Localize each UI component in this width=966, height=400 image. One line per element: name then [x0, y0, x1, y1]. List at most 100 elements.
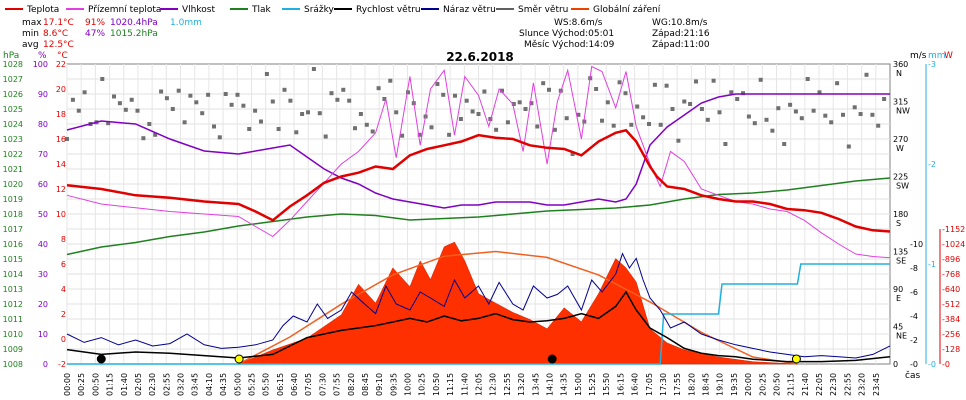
x-tick-label-5: 02:05: [134, 373, 143, 396]
pressure-tick-4: 1024: [3, 120, 23, 129]
x-tick-label-37: 15:25: [588, 373, 597, 396]
x-tick-label-32: 13:20: [517, 373, 526, 396]
x-tick-label-44: 18:20: [687, 373, 696, 396]
wind-direction-point-100: [652, 82, 657, 87]
x-tick-label-38: 15:50: [602, 373, 611, 396]
wind-direction-point-1: [70, 97, 75, 102]
wind-direction-point-20: [182, 120, 187, 125]
wind-direction-point-18: [170, 107, 175, 111]
plot-area: [65, 63, 891, 365]
wind-direction-point-0: [65, 137, 69, 141]
wind-direction-point-47: [341, 87, 346, 92]
pressure-tick-20: 1008: [3, 360, 23, 369]
wind-direction-point-25: [212, 124, 216, 129]
wind-speed-tick-1: -8: [910, 264, 918, 273]
wind-direction-point-9: [117, 101, 122, 106]
stats-min-press: 1015.2hPa: [110, 29, 158, 39]
humidity-tick-8: 20: [38, 300, 48, 309]
wind-dir-label-7: NE: [896, 332, 907, 341]
radiation-tick-9: -0: [942, 360, 950, 369]
series-wind-speed: [66, 290, 891, 363]
wind-direction-point-54: [382, 97, 387, 101]
wind-direction-point-72: [488, 117, 493, 121]
wind-direction-point-132: [841, 112, 845, 117]
x-tick-label-24: 10:00: [404, 373, 413, 396]
pressure-tick-8: 1020: [3, 180, 23, 189]
wind-direction-point-94: [617, 80, 622, 85]
temperature-tick-0: 22: [56, 60, 66, 69]
x-tick-label-7: 02:55: [162, 373, 171, 396]
wind-direction-point-133: [846, 144, 851, 149]
x-tick-label-43: 17:55: [673, 373, 682, 396]
x-tick-label-40: 16:40: [631, 373, 640, 396]
wind-direction-point-17: [164, 96, 169, 101]
wind-direction-point-92: [605, 100, 610, 105]
x-tick-label-27: 11:15: [446, 373, 455, 396]
wind-direction-point-23: [200, 111, 205, 116]
wind-direction-point-76: [511, 102, 516, 106]
wind-direction-point-116: [746, 114, 751, 119]
wind-direction-point-41: [306, 110, 310, 115]
wind-dir-tick-6: 90: [893, 285, 903, 294]
wind-direction-point-44: [323, 134, 328, 139]
info-moon: Měsíc Východ:14:09: [524, 40, 615, 50]
wind-direction-point-15: [153, 132, 158, 137]
x-tick-label-56: 23:20: [858, 373, 867, 396]
wind-direction-point-49: [353, 126, 357, 131]
pressure-tick-2: 1026: [3, 90, 23, 99]
legend-label-7: Směr větru: [518, 5, 568, 15]
wind-dir-tick-2: 270: [893, 135, 908, 144]
x-tick-label-54: 22:30: [829, 373, 838, 396]
pressure-tick-13: 1015: [3, 255, 23, 264]
x-tick-label-21: 08:45: [361, 373, 370, 396]
wind-direction-point-112: [723, 142, 728, 146]
wind-direction-point-139: [882, 97, 887, 101]
x-tick-label-42: 17:30: [659, 373, 668, 396]
wind-direction-point-29: [235, 92, 240, 97]
radiation-tick-2: -896: [942, 255, 960, 264]
x-tick-label-29: 12:05: [475, 373, 484, 396]
wind-direction-point-13: [141, 136, 146, 141]
wind-direction-point-38: [288, 98, 293, 103]
humidity-tick-2: 80: [38, 120, 48, 129]
info-sun-set: Západ:21:16: [652, 29, 710, 39]
wind-direction-point-85: [564, 116, 569, 121]
x-tick-label-45: 18:45: [702, 373, 711, 396]
wind-direction-point-90: [594, 87, 599, 91]
wind-direction-point-48: [347, 98, 352, 103]
wind-direction-point-97: [635, 104, 640, 109]
x-tick-label-41: 17:05: [645, 373, 654, 396]
pressure-tick-7: 1021: [3, 165, 23, 174]
wind-direction-point-52: [370, 129, 375, 134]
wind-dir-tick-7: 45: [893, 323, 903, 332]
wind-direction-point-113: [729, 90, 734, 95]
wind-direction-point-102: [664, 83, 669, 88]
wind-direction-point-71: [482, 89, 487, 94]
x-tick-label-53: 22:05: [815, 373, 824, 396]
pressure-tick-16: 1012: [3, 300, 23, 309]
radiation-unit: W: [944, 51, 953, 61]
wind-direction-point-64: [441, 92, 446, 97]
wind-direction-point-80: [535, 124, 540, 129]
humidity-tick-10: 0: [43, 360, 48, 369]
wind-speed-tick-0: -10: [910, 240, 923, 249]
wind-direction-point-128: [817, 90, 822, 95]
wind-direction-point-60: [417, 132, 422, 137]
humidity-unit: %: [38, 51, 47, 61]
wind-direction-point-34: [264, 72, 269, 76]
temperature-unit: °C: [57, 51, 68, 61]
wind-direction-point-65: [447, 132, 452, 137]
wind-direction-point-73: [494, 127, 499, 132]
x-tick-label-52: 21:40: [801, 373, 810, 396]
x-tick-label-57: 23:45: [872, 373, 881, 396]
moonrise-marker: [547, 354, 557, 364]
wind-dir-tick-8: 0: [893, 360, 898, 369]
wind-dir-tick-4: 180: [893, 210, 908, 219]
pressure-tick-5: 1023: [3, 135, 23, 144]
temperature-tick-1: 20: [56, 85, 66, 94]
x-tick-label-18: 07:30: [318, 373, 327, 396]
humidity-tick-4: 60: [38, 180, 48, 189]
temperature-tick-9: 4: [61, 285, 66, 294]
wind-direction-point-27: [223, 92, 228, 96]
stats-min-temp: 8.6°C: [43, 29, 68, 39]
